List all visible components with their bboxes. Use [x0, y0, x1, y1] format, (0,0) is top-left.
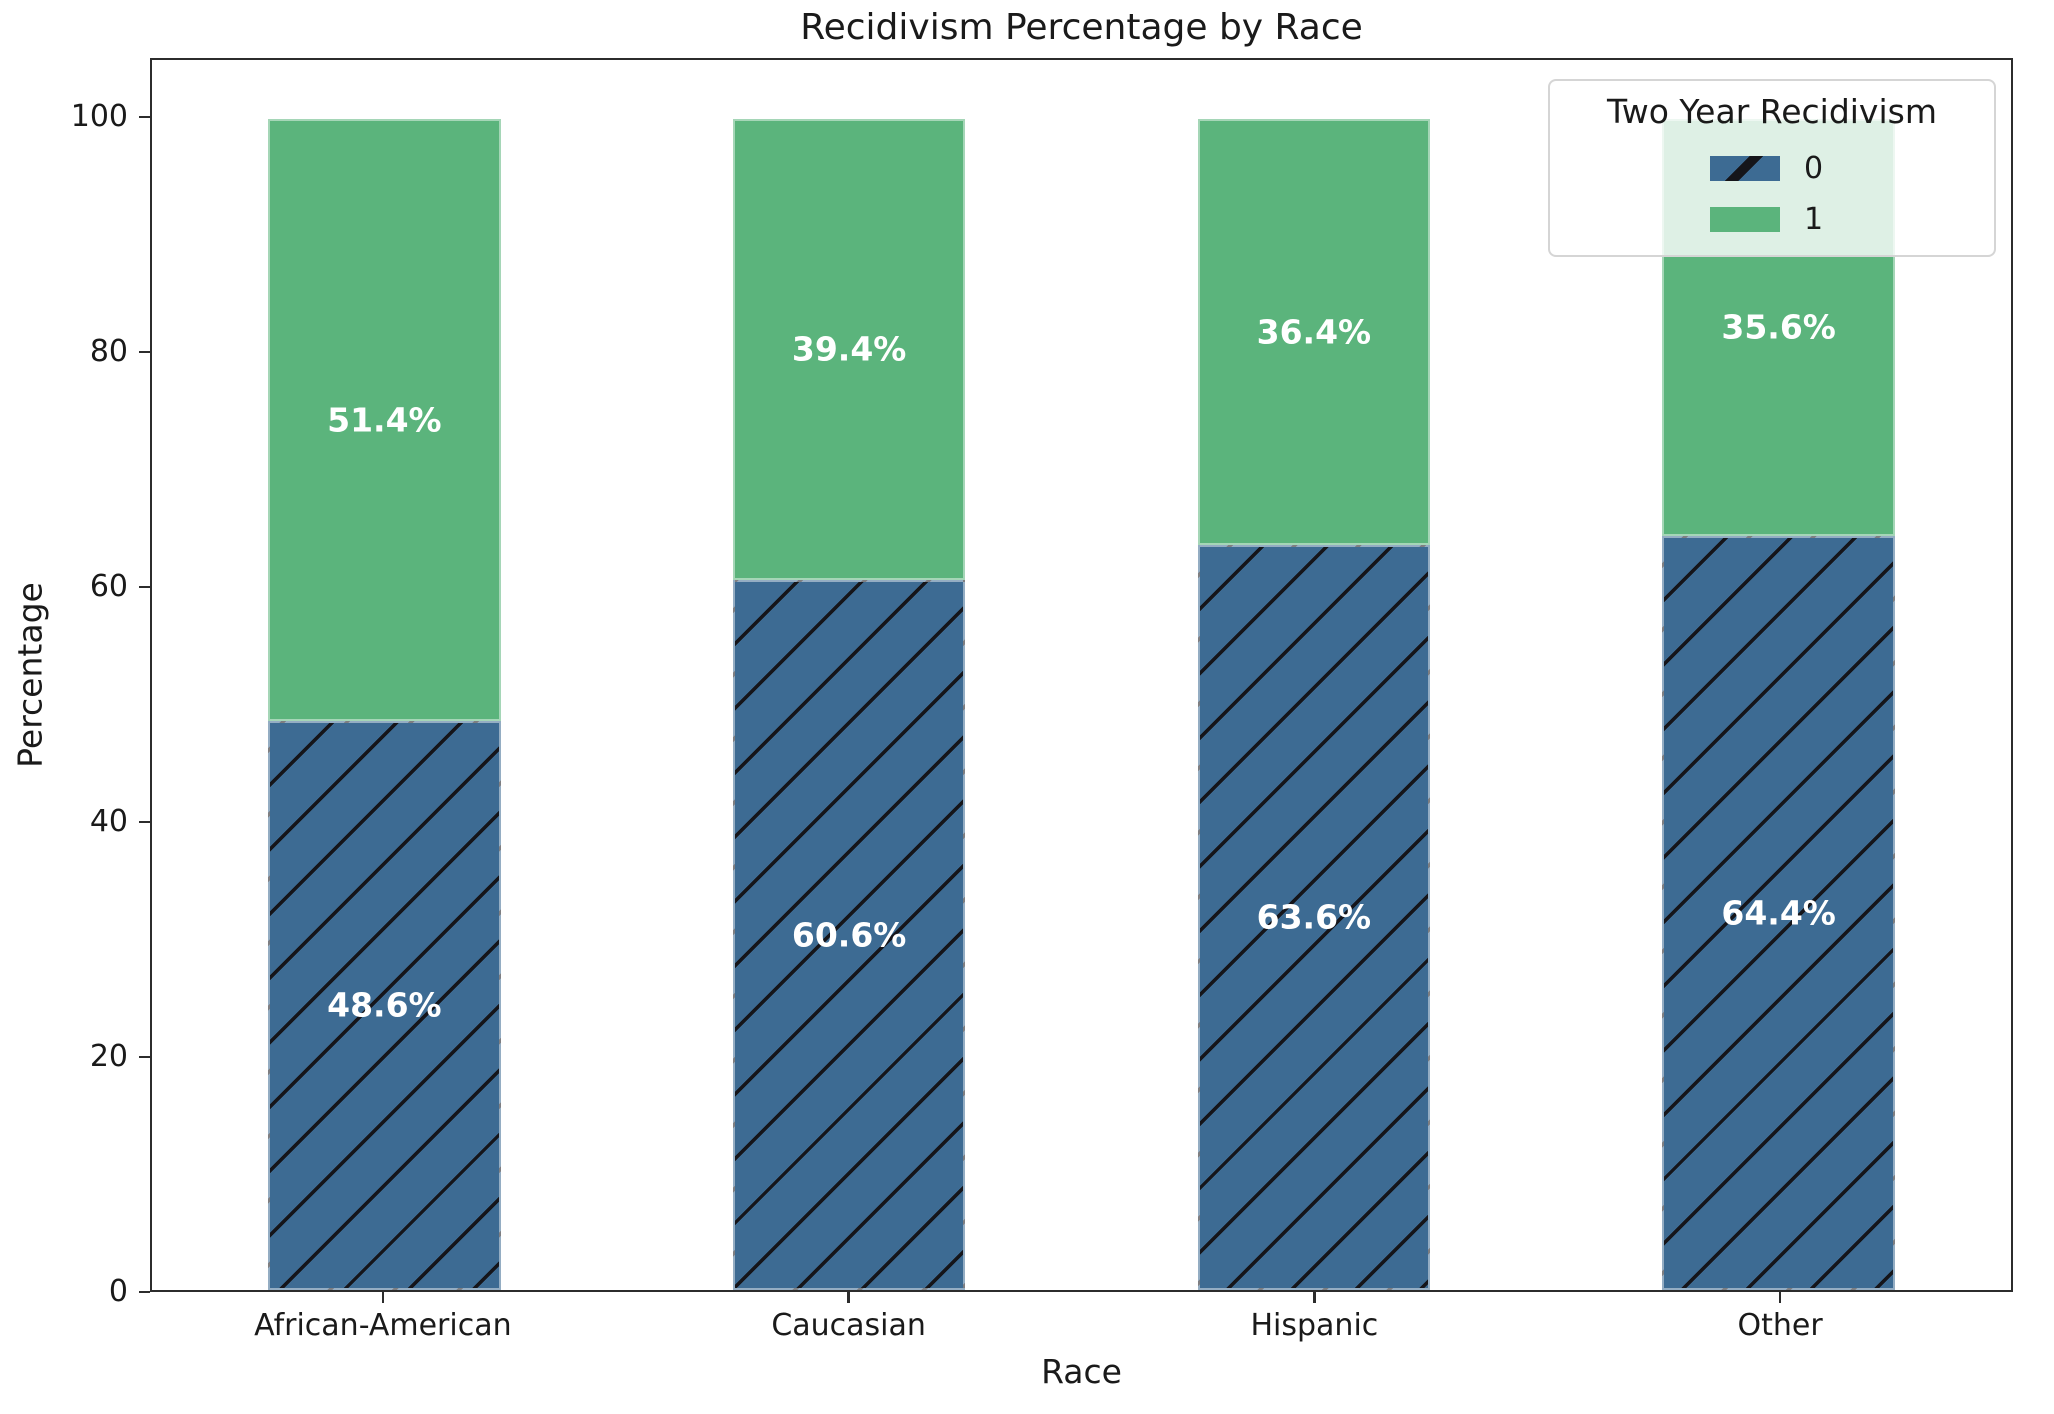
- bar-label: 36.4%: [1256, 312, 1372, 352]
- bar-segment-0: 60.6%: [732, 580, 966, 1290]
- bar-label: 60.6%: [791, 915, 907, 955]
- x-axis-label: Race: [1041, 1352, 1122, 1391]
- legend-item-label: 0: [1804, 151, 1824, 186]
- bar-label: 63.6%: [1256, 897, 1372, 937]
- bar-label: 48.6%: [327, 985, 442, 1025]
- x-tick-marks-layer: [150, 0, 2013, 1414]
- bar-label: 64.4%: [1721, 893, 1836, 933]
- bar-label: 51.4%: [327, 400, 442, 440]
- x-tick-label: Other: [1737, 1308, 1823, 1343]
- y-tick-label: 80: [89, 333, 128, 369]
- y-tick-label: 60: [89, 568, 128, 604]
- legend-item-label: 1: [1804, 202, 1824, 237]
- x-tick-label: African-American: [254, 1308, 512, 1343]
- legend-item-1: 1: [1560, 202, 1984, 237]
- bar-segment-1: 36.4%: [1197, 118, 1431, 545]
- bar-label: 35.6%: [1721, 307, 1836, 347]
- legend-swatch-icon: [1710, 156, 1780, 181]
- y-tick-mark: [139, 820, 150, 824]
- x-tick-mark: [847, 1292, 850, 1303]
- legend-item-0: 0: [1560, 151, 1984, 186]
- y-tick-mark: [139, 585, 150, 589]
- legend-swatch-icon: [1710, 207, 1780, 232]
- chart-title: Recidivism Percentage by Race: [800, 7, 1363, 48]
- bar-segment-0: 64.4%: [1662, 535, 1895, 1290]
- y-tick-mark: [139, 350, 150, 354]
- x-tick-label: Hispanic: [1250, 1308, 1379, 1343]
- bars-layer: 48.6% 51.4% 60.6% 39.4% 63.6% 36.4% 64.4% 35.6%: [152, 60, 2011, 1290]
- y-tick-label: 20: [89, 1038, 128, 1074]
- y-ticks-layer: 0 20 40 60 80 100: [0, 0, 150, 1414]
- x-tick-labels-layer: African-American Caucasian Hispanic Other: [150, 1308, 2013, 1348]
- plot-area: 48.6% 51.4% 60.6% 39.4% 63.6% 36.4% 64.4% 35.6%…: [150, 58, 2013, 1292]
- x-tick-label: Caucasian: [771, 1308, 926, 1343]
- y-tick-mark: [139, 1290, 150, 1294]
- y-tick-label: 0: [108, 1274, 128, 1309]
- x-tick-mark: [381, 1292, 385, 1303]
- y-tick-mark: [139, 1055, 150, 1059]
- y-tick-label: 40: [89, 803, 128, 839]
- bar-label: 39.4%: [791, 329, 907, 369]
- x-tick-mark: [1778, 1292, 1782, 1303]
- legend-title: Two Year Recidivism: [1607, 92, 1937, 131]
- x-tick-mark: [1313, 1292, 1316, 1303]
- bar-segment-1: 39.4%: [732, 118, 966, 581]
- y-tick-mark: [139, 115, 150, 118]
- bar-segment-0: 63.6%: [1197, 544, 1431, 1290]
- bar-segment-1: 51.4%: [268, 118, 501, 721]
- y-tick-label: 100: [70, 98, 128, 134]
- bar-segment-0: 48.6%: [268, 720, 501, 1290]
